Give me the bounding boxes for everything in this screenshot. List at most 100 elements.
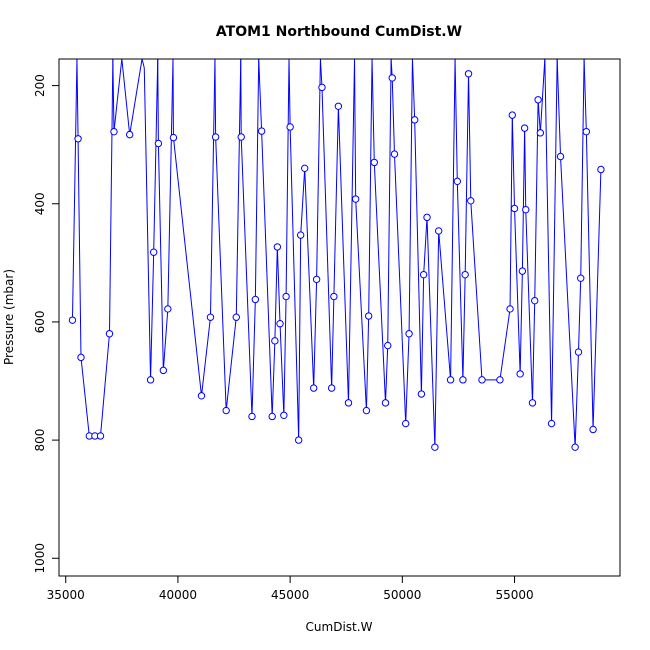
series-line-segment [387,59,392,346]
series-line-segment [411,59,416,120]
data-point [149,248,158,256]
y-tick-label: 800 [33,429,47,452]
data-point [516,370,524,378]
series-layer [68,59,605,451]
data-point [531,296,539,305]
data-point [276,320,284,328]
data-point [318,83,326,92]
series-line-segment [514,208,521,374]
data-point [431,443,439,451]
data-point [434,227,443,235]
x-axis: 35000 40000 45000 50000 55000 [47,575,534,602]
data-point [197,392,206,400]
data-point [419,270,428,279]
series-line-segment [337,106,349,403]
series-line-segment [468,73,472,201]
data-point [312,275,321,284]
data-point [301,164,309,173]
series-line-segment [214,59,217,137]
series-line-segment [393,154,407,424]
data-point [125,130,134,139]
series-line-segment [385,345,389,403]
series-line-segment [283,296,287,416]
series-line-segment [276,246,281,324]
series-line-segment [551,59,558,424]
series-line-segment [524,128,527,210]
series-line-segment [274,246,278,341]
data-point [309,384,318,392]
data-point [464,70,473,78]
series-line-segment [235,59,242,318]
series-line-segment [319,59,323,88]
y-tick-label: 400 [33,192,47,215]
series-line-segment [456,181,464,380]
data-point [384,341,392,350]
data-point [597,165,605,174]
data-point [273,243,282,251]
data-point [582,127,591,136]
series-line-segment [153,59,159,253]
data-point [547,419,556,428]
series-line-segment [462,274,466,380]
x-tick-label: 50000 [383,588,421,602]
series-line-segment [347,59,356,403]
data-point [423,213,431,222]
data-point [169,133,178,142]
x-tick-label: 55000 [495,588,533,602]
data-point [467,197,475,205]
series-line-segment [333,106,339,297]
series-line-segment [544,59,553,424]
data-point [528,399,537,407]
data-point [282,292,290,301]
x-tick-label: 45000 [271,588,309,602]
data-point [388,74,396,82]
series-line-segment [121,59,131,135]
series-line-segment [258,59,263,132]
data-point [522,205,530,214]
series-line-segment [240,136,253,417]
data-point [110,127,118,136]
series-line-segment [434,230,440,448]
series-line-segment [405,333,410,424]
data-point [251,295,260,304]
data-point [159,366,168,375]
data-point [74,135,82,143]
data-point [401,419,410,428]
series-line-segment [113,100,118,132]
series-line-segment [279,323,285,416]
series-line-segment [354,59,357,200]
data-point [344,399,353,407]
series-line-segment [470,200,483,380]
series-line-segment [438,230,452,380]
data-point [381,399,390,407]
series-line-segment [454,59,458,182]
data-point [459,376,467,384]
data-point [211,133,220,141]
y-tick-label: 600 [33,310,47,333]
data-point [146,376,155,384]
series-line-segment [80,357,90,437]
data-point [453,177,462,186]
data-point [77,353,85,362]
x-axis-label: CumDist.W [306,620,373,634]
series-line-segment [254,59,260,300]
data-point [405,330,413,338]
series-line-segment [560,156,576,448]
series-line-segment [321,87,333,389]
data-point [534,96,542,104]
series-line-segment [577,278,582,353]
series-line-segment [556,59,562,157]
series-line-segment [251,299,256,417]
series-line-segment [539,59,546,133]
series-line-segment [499,308,511,380]
data-point [510,204,519,213]
data-point [574,348,583,356]
data-point [68,316,77,324]
series-line-segment [580,59,585,279]
series-line-segment [116,59,123,101]
data-point [351,195,360,203]
x-tick-label: 35000 [47,588,85,602]
series-line-segment [574,352,579,448]
data-point [271,337,279,345]
data-point [294,436,303,444]
